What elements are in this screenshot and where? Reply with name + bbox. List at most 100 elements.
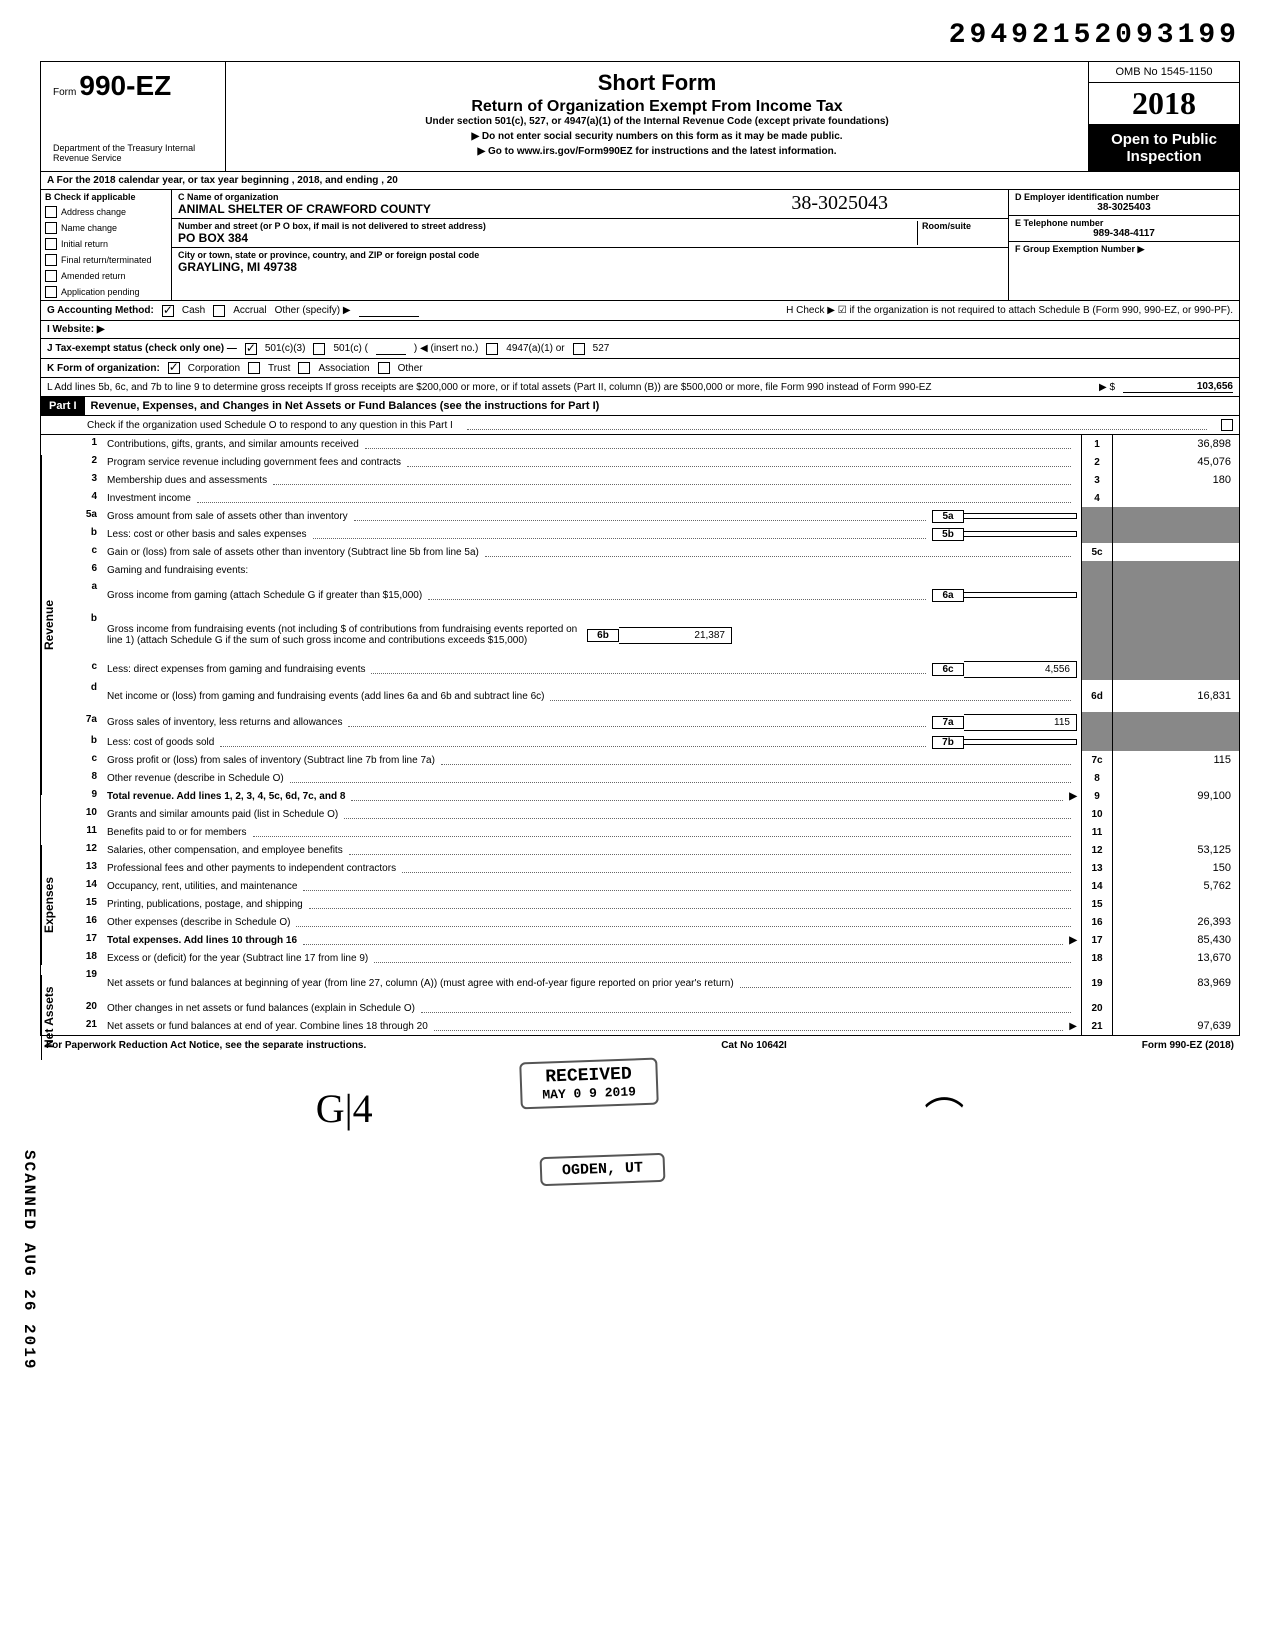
chk-address[interactable] — [45, 206, 57, 218]
d20: Other changes in net assets or fund bala… — [107, 1003, 415, 1014]
v20 — [1112, 999, 1239, 1017]
stamp-ogden: OGDEN, UT — [540, 1153, 666, 1186]
d16: Other expenses (describe in Schedule O) — [107, 917, 290, 928]
footer: For Paperwork Reduction Act Notice, see … — [40, 1036, 1240, 1055]
v16: 26,393 — [1112, 913, 1239, 931]
mn6b: 6b — [587, 629, 619, 642]
v14: 5,762 — [1112, 877, 1239, 895]
d5b: Less: cost or other basis and sales expe… — [107, 529, 307, 540]
rn1: 1 — [1081, 435, 1112, 453]
footer-right: Form 990-EZ (2018) — [1142, 1040, 1234, 1051]
n10: 10 — [41, 805, 103, 823]
stamp-scanned: SCANNED AUG 26 2019 — [20, 1150, 38, 1370]
chk-pending[interactable] — [45, 286, 57, 298]
mv5a — [964, 513, 1077, 519]
lbl-name: Name change — [61, 223, 117, 233]
rn10: 10 — [1081, 805, 1112, 823]
chk-other-org[interactable] — [378, 362, 390, 374]
v7c: 115 — [1112, 751, 1239, 769]
row-g: G Accounting Method: Cash Accrual Other … — [40, 301, 1240, 321]
chk-501c3[interactable] — [245, 343, 257, 355]
row-j: J Tax-exempt status (check only one) — 5… — [40, 339, 1240, 359]
chk-501c[interactable] — [313, 343, 325, 355]
rn5c: 5c — [1081, 543, 1112, 561]
v7a-sh — [1112, 712, 1239, 733]
title-under: Under section 501(c), 527, or 4947(a)(1)… — [236, 116, 1078, 127]
chk-amended[interactable] — [45, 270, 57, 282]
lbl-trust: Trust — [268, 363, 290, 374]
d8: Other revenue (describe in Schedule O) — [107, 773, 284, 784]
v5a-sh — [1112, 507, 1239, 525]
d-ein: 38-3025403 — [1015, 202, 1233, 213]
rn6a-sh — [1081, 579, 1112, 611]
rn9: 9 — [1081, 787, 1112, 805]
lines-table: Revenue Expenses Net Assets 1Contributio… — [40, 435, 1240, 1036]
chk-final[interactable] — [45, 254, 57, 266]
lbl-501c: 501(c) ( — [333, 343, 367, 354]
chk-part1-scho[interactable] — [1221, 419, 1233, 431]
rn16: 16 — [1081, 913, 1112, 931]
form-prefix: Form — [53, 87, 76, 98]
lbl-address: Address change — [61, 207, 126, 217]
d10: Grants and similar amounts paid (list in… — [107, 809, 338, 820]
v9: 99,100 — [1112, 787, 1239, 805]
rn20: 20 — [1081, 999, 1112, 1017]
chk-corp[interactable] — [168, 362, 180, 374]
rn15: 15 — [1081, 895, 1112, 913]
v7b-sh — [1112, 733, 1239, 751]
v18: 13,670 — [1112, 949, 1239, 967]
top-serial-number: 29492152093199 — [40, 20, 1240, 51]
chk-assoc[interactable] — [298, 362, 310, 374]
rn14: 14 — [1081, 877, 1112, 895]
lbl-insert: ) ◀ (insert no.) — [414, 343, 478, 354]
mn7b: 7b — [932, 736, 964, 749]
k-label: K Form of organization: — [47, 363, 160, 374]
side-revenue: Revenue — [41, 455, 64, 795]
d21: Net assets or fund balances at end of ye… — [107, 1021, 428, 1032]
rn5b-sh — [1081, 525, 1112, 543]
room-label: Room/suite — [922, 221, 1002, 231]
lbl-initial: Initial return — [61, 239, 108, 249]
rn6d: 6d — [1081, 680, 1112, 712]
d18: Excess or (deficit) for the year (Subtra… — [107, 953, 368, 964]
mv7b — [964, 739, 1077, 745]
rn13: 13 — [1081, 859, 1112, 877]
row-a: A For the 2018 calendar year, or tax yea… — [40, 172, 1240, 190]
d-tel: 989-348-4117 — [1015, 228, 1233, 239]
chk-trust[interactable] — [248, 362, 260, 374]
d11: Benefits paid to or for members — [107, 827, 247, 838]
v10 — [1112, 805, 1239, 823]
lbl-cash: Cash — [182, 305, 205, 316]
a9: ▶ — [1069, 791, 1077, 802]
501c-insert[interactable] — [376, 342, 406, 355]
lbl-corp: Corporation — [188, 363, 240, 374]
dept-label: Department of the Treasury Internal Reve… — [53, 143, 213, 163]
chk-cash[interactable] — [162, 305, 174, 317]
other-method-fill[interactable] — [359, 304, 419, 317]
v6d: 16,831 — [1112, 680, 1239, 712]
l-value: 103,656 — [1123, 381, 1233, 393]
stamp-date: MAY 0 9 2019 — [542, 1084, 636, 1102]
lbl-final: Final return/terminated — [61, 255, 152, 265]
d7a: Gross sales of inventory, less returns a… — [107, 717, 342, 728]
rn12: 12 — [1081, 841, 1112, 859]
rn8: 8 — [1081, 769, 1112, 787]
v1: 36,898 — [1112, 435, 1239, 453]
chk-initial[interactable] — [45, 238, 57, 250]
rn3: 3 — [1081, 471, 1112, 489]
hw-b: ⌒ — [924, 1085, 964, 1143]
mv6b: 21,387 — [619, 627, 732, 644]
chk-accrual[interactable] — [213, 305, 225, 317]
lbl-other-method: Other (specify) ▶ — [275, 305, 351, 316]
title-arrow1: ▶ Do not enter social security numbers o… — [236, 131, 1078, 142]
lbl-accrual: Accrual — [233, 305, 266, 316]
v4 — [1112, 489, 1239, 507]
chk-4947[interactable] — [486, 343, 498, 355]
v12: 53,125 — [1112, 841, 1239, 859]
d5c: Gain or (loss) from sale of assets other… — [107, 547, 479, 558]
chk-527[interactable] — [573, 343, 585, 355]
stamp-received: RECEIVED MAY 0 9 2019 — [519, 1058, 658, 1110]
chk-name[interactable] — [45, 222, 57, 234]
rn6c-sh — [1081, 659, 1112, 680]
v2: 45,076 — [1112, 453, 1239, 471]
